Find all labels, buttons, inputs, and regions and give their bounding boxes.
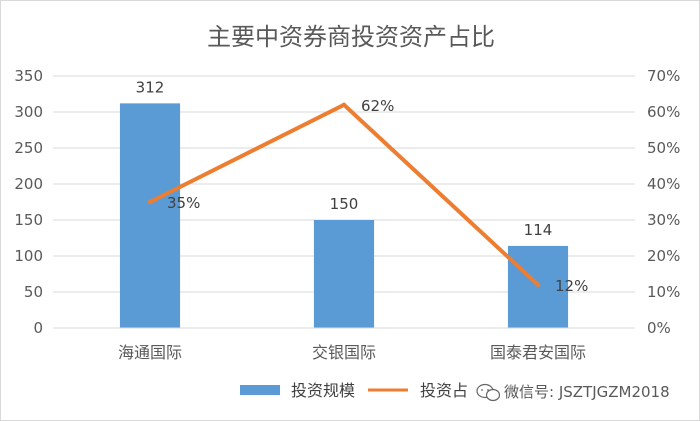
right-axis-tick-label: 0% (647, 319, 671, 337)
left-axis-tick-label: 100 (14, 247, 43, 265)
x-axis: 海通国际 交银国际 国泰君安国际 (53, 327, 635, 362)
left-axis-tick-label: 0 (33, 319, 43, 337)
line-value-label: 12% (555, 277, 588, 295)
chart-title: 主要中资券商投资资产占比 (207, 23, 495, 51)
legend-bar-label: 投资规模 (291, 381, 355, 400)
bar (313, 220, 375, 328)
line-point (535, 282, 541, 287)
right-axis-tick-label: 60% (647, 103, 680, 121)
bar (119, 103, 181, 328)
bar-series (119, 103, 569, 328)
left-axis-tick-label: 350 (14, 67, 43, 85)
legend: 投资规模 投资占比 (240, 381, 484, 400)
bar-value-label: 150 (330, 195, 359, 213)
right-axis-tick-label: 40% (647, 175, 680, 193)
watermark-background (468, 376, 689, 407)
left-axis-tick-label: 150 (14, 211, 43, 229)
left-axis-tick-label: 50 (24, 283, 43, 301)
line-point (341, 102, 347, 108)
line-point (147, 199, 153, 205)
left-axis-tick-label: 250 (14, 139, 43, 157)
left-axis: 0 50 100 150 200 250 300 350 (14, 67, 43, 337)
right-axis-tick-label: 20% (647, 247, 680, 265)
bar-data-labels: 312 150 114 (136, 78, 553, 239)
right-axis: 0% 10% 20% 30% 40% 50% 60% 70% (647, 67, 680, 337)
category-label: 国泰君安国际 (490, 343, 586, 362)
bar-value-label: 312 (136, 78, 165, 96)
category-label: 海通国际 (118, 343, 182, 362)
line-value-label: 35% (167, 194, 200, 212)
right-axis-tick-label: 70% (647, 67, 680, 85)
watermark: 微信号: JSZTJGZM2018 (468, 376, 689, 407)
wechat-icon (476, 383, 501, 402)
right-axis-tick-label: 50% (647, 139, 680, 157)
right-axis-tick-label: 10% (647, 283, 680, 301)
line-data-labels: 35% 62% 12% (167, 97, 588, 295)
line-value-label: 62% (361, 97, 394, 115)
category-label: 交银国际 (312, 343, 376, 362)
left-axis-tick-label: 300 (14, 103, 43, 121)
bar-value-label: 114 (524, 221, 553, 239)
watermark-text: 微信号: JSZTJGZM2018 (504, 383, 670, 401)
right-axis-tick-label: 30% (647, 211, 680, 229)
left-axis-tick-label: 200 (14, 175, 43, 193)
line-series (147, 102, 541, 287)
legend-bar-swatch (240, 385, 280, 395)
